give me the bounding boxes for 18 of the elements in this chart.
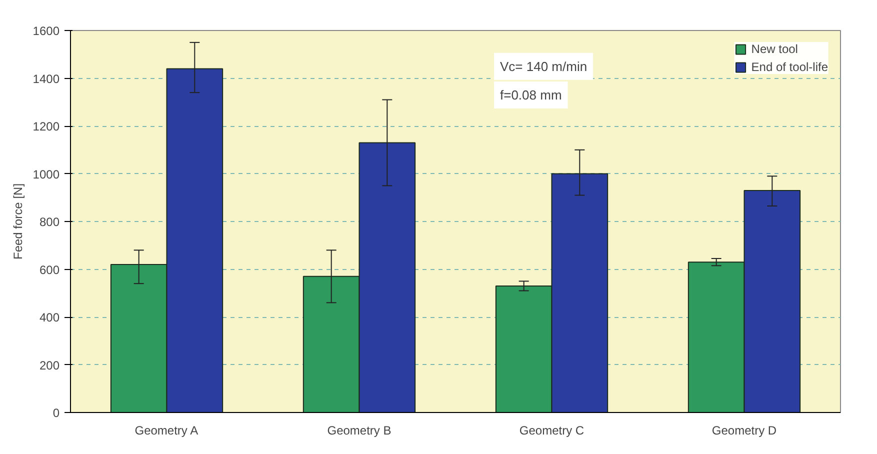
legend-label: New tool [751,42,798,56]
y-tick-label: 800 [39,215,60,229]
annotation: f=0.08 mm [500,87,562,102]
y-tick-label: 600 [39,262,60,277]
y-tick-label: 200 [39,358,60,372]
x-tick-label: Geometry D [712,424,777,438]
y-tick-label: 0 [52,406,60,420]
y-tick-label: 1600 [32,24,60,38]
y-tick-label: 1400 [32,72,60,86]
y-tick-label: 1200 [32,120,60,134]
y-tick-label: 400 [39,310,60,324]
y-axis-title: Feed force [N] [10,183,25,260]
x-tick-label: Geometry A [134,424,198,438]
y-tick-label: 1000 [32,167,60,182]
annotation: Vc= 140 m/min [500,58,588,74]
x-tick-label: Geometry C [519,424,584,438]
x-tick-label: Geometry B [327,424,392,438]
legend-label: End of tool-life [751,60,828,74]
